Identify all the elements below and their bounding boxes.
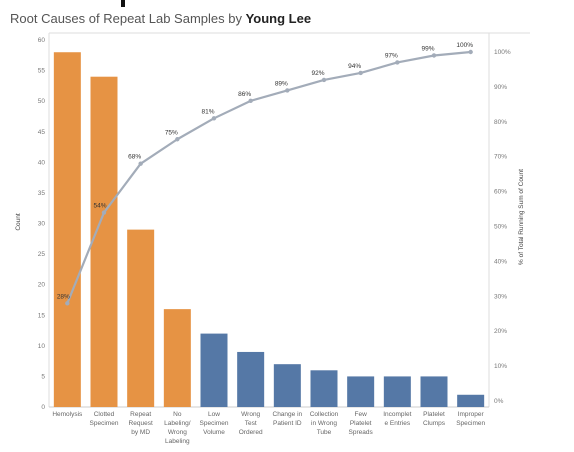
y2-tick-label: 0% (494, 398, 504, 405)
cumulative-point (248, 98, 253, 104)
chart-title-author: Young Lee (245, 11, 312, 26)
cumulative-label: 99% (421, 45, 434, 52)
bar (90, 76, 118, 407)
y2-axis-title: % of Total Running Sum of Count (518, 169, 525, 265)
cumulative-label: 86% (238, 91, 251, 98)
y-tick-label: 45 (38, 129, 46, 136)
y2-tick-label: 90% (494, 84, 507, 91)
y-tick-label: 50 (38, 98, 46, 105)
bar (127, 229, 155, 407)
cumulative-label: 97% (385, 52, 398, 59)
bar (237, 351, 265, 407)
category-label: Collection in Wrong Tube (310, 411, 339, 436)
cumulative-label: 75% (165, 129, 178, 136)
category-label: Platelet Clumps (423, 411, 446, 427)
bars (53, 52, 485, 407)
bar (163, 309, 191, 407)
y-tick-label: 35 (38, 190, 46, 197)
y-tick-label: 20 (38, 282, 46, 289)
chart-title-text: Root Causes of Repeat Lab Samples by (10, 11, 246, 26)
y2-tick-label: 50% (494, 224, 507, 231)
cumulative-label: 54% (93, 203, 106, 210)
category-label: Hemolysis (52, 411, 83, 418)
bar (457, 394, 485, 407)
bar (383, 376, 411, 407)
bar (273, 364, 301, 407)
y-tick-label: 0 (41, 404, 45, 411)
cumulative-line: 28% 54% 68% 75% 81% 86% 89% 92% 94% 97% 99% 100% (57, 42, 473, 306)
y2-tick-label: 10% (494, 363, 507, 370)
cumulative-label: 68% (128, 154, 141, 161)
cumulative-label: 92% (311, 70, 324, 77)
y2-tick-label: 40% (494, 258, 507, 265)
category-label: Low Specimen Volume (200, 411, 229, 436)
cumulative-point (65, 301, 70, 306)
cumulative-point (211, 116, 217, 121)
cumulative-point (395, 60, 400, 65)
category-label: Change in Patient ID (273, 411, 303, 427)
y2-tick-label: 70% (494, 154, 507, 161)
category-label: No Labeling/Wrong Labeling (164, 411, 191, 445)
cumulative-point (358, 70, 363, 76)
category-labels: Hemolysis Clotted Specimen Repeat Request by … (52, 411, 485, 445)
cumulative-point (431, 53, 437, 58)
y-tick-label: 40 (38, 159, 46, 166)
top-edge-mark (121, 0, 125, 7)
y2-tick-label: 100% (494, 49, 511, 56)
category-label: Clotted Specimen (90, 411, 119, 427)
y2-axis-ticks: 0% 10% 20% 30% 40% 50% 60% 70% 80% 90% 100% (494, 49, 511, 405)
cumulative-point (468, 49, 473, 55)
chart-title: Root Causes of Repeat Lab Samples by You… (10, 11, 311, 26)
cumulative-line-path (66, 50, 471, 304)
y2-tick-label: 80% (494, 119, 507, 126)
bar (420, 376, 448, 407)
y-axis-ticks: 0 5 10 15 20 25 30 35 40 45 50 55 60 (38, 37, 46, 411)
bar (53, 52, 81, 407)
y-tick-label: 25 (38, 251, 46, 258)
category-label: Incomplet e Entries (383, 411, 411, 427)
y-tick-label: 15 (38, 312, 46, 319)
y-axis-title: Count (15, 213, 22, 231)
category-label: Repeat Request by MD (129, 411, 153, 436)
cumulative-label: 89% (275, 80, 288, 87)
cumulative-point (101, 210, 107, 215)
category-label: Few Platelet Spreads (349, 411, 374, 436)
cumulative-point (138, 161, 143, 166)
y-tick-label: 55 (38, 68, 46, 75)
bar (200, 333, 228, 407)
category-label: Improper Specimen (456, 411, 485, 427)
y2-tick-label: 30% (494, 293, 507, 300)
y-tick-label: 10 (38, 343, 46, 350)
category-label: Wrong Test Ordered (239, 411, 263, 436)
bar (310, 370, 338, 407)
y-tick-label: 5 (41, 373, 45, 380)
cumulative-point (321, 77, 327, 83)
cumulative-label: 28% (57, 293, 70, 300)
cumulative-point (175, 137, 180, 142)
cumulative-point (285, 88, 290, 93)
cumulative-label: 81% (201, 108, 214, 115)
cumulative-label: 94% (348, 63, 361, 70)
y2-tick-label: 60% (494, 189, 507, 196)
cumulative-label: 100% (456, 42, 473, 49)
y2-tick-label: 20% (494, 328, 507, 335)
y-tick-label: 60 (38, 37, 46, 44)
y-tick-label: 30 (38, 221, 46, 228)
bar (347, 376, 375, 407)
